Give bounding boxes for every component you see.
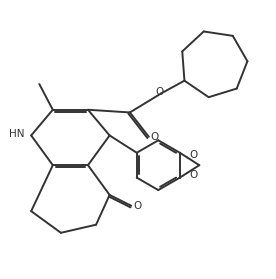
Text: HN: HN [9, 129, 24, 139]
Text: O: O [155, 87, 164, 97]
Text: O: O [133, 201, 141, 211]
Text: O: O [151, 132, 159, 142]
Text: O: O [189, 150, 197, 160]
Text: O: O [189, 170, 197, 180]
